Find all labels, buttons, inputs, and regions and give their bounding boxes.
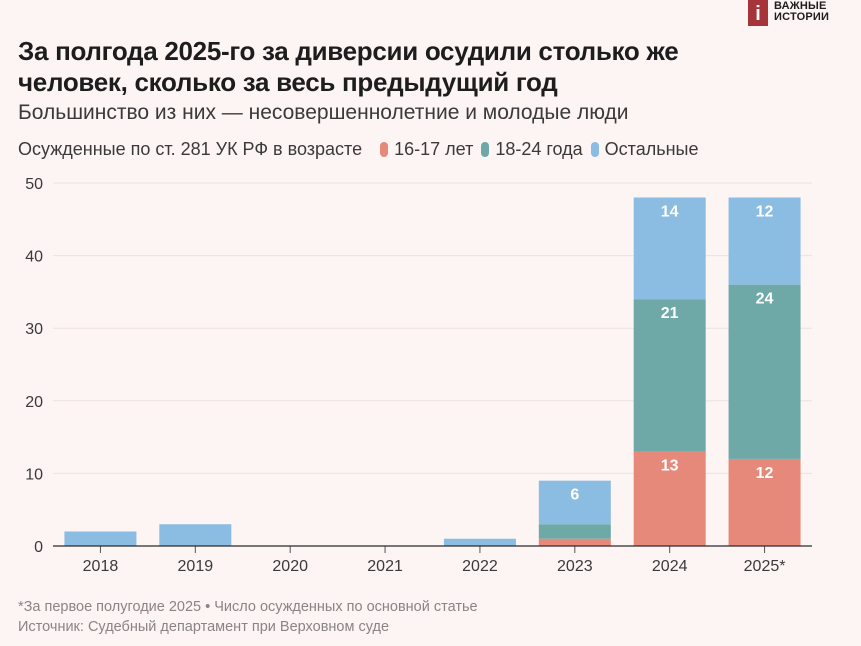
- footnote-source: Источник: Судебный департамент при Верхо…: [18, 619, 390, 635]
- logo-text-line1: ВАЖНЫЕ: [774, 0, 827, 12]
- x-tick-label-2018: 2018: [83, 558, 119, 575]
- y-tick-label-50: 50: [25, 176, 43, 193]
- legend-title: Осужденные по ст. 281 УК РФ в возрасте: [18, 139, 363, 159]
- x-tick-label-2020: 2020: [272, 558, 308, 575]
- data-label-2024-2: 14: [661, 204, 679, 221]
- x-tick-label-2025: 2025*: [744, 558, 786, 575]
- x-tick-label-2024: 2024: [652, 558, 688, 575]
- bar-segment-2023-2: [538, 480, 611, 525]
- chart-subtitle: Большинство из них — несовершеннолетние …: [18, 101, 629, 124]
- legend-label-18-24: 18-24 года: [495, 139, 583, 159]
- stacked-bar-chart: 0 10 20 30 40 50 2018 2019 2020 2021 2022 6 2023 13 21…: [25, 176, 812, 575]
- legend-item-16-17: 16-17 лет: [380, 138, 473, 160]
- legend: Осужденные по ст. 281 УК РФ в возрасте 1…: [18, 138, 698, 160]
- bar-segment-2023-0: [538, 538, 611, 546]
- footnote: *За первое полугодие 2025 • Число осужде…: [18, 597, 478, 637]
- bar-segment-2024-0: [633, 451, 706, 546]
- bar-segment-2022-2: [443, 538, 516, 546]
- legend-label-16-17: 16-17 лет: [394, 139, 474, 159]
- legend-swatch-16-17: [380, 141, 389, 157]
- x-tick-label-2019: 2019: [178, 558, 214, 575]
- legend-label-others: Остальные: [604, 139, 699, 159]
- y-tick-label-0: 0: [34, 539, 43, 556]
- legend-swatch-others: [590, 141, 599, 157]
- bar-segment-2023-1: [538, 524, 611, 539]
- bar-segment-2025-1: [728, 284, 801, 459]
- bar-segment-2025-0: [728, 458, 801, 546]
- y-tick-label-10: 10: [25, 466, 43, 483]
- bar-segment-2025-2: [728, 197, 801, 285]
- x-tick-label-2023: 2023: [557, 558, 593, 575]
- bar-segment-2019-2: [159, 524, 232, 546]
- legend-item-18-24: 18-24 года: [481, 138, 583, 160]
- chart-title-line2: человек, сколько за весь предыдущий год: [18, 67, 558, 97]
- y-tick-label-30: 30: [25, 321, 43, 338]
- data-label-2024-1: 21: [661, 305, 679, 322]
- data-label-2024-0: 13: [661, 458, 679, 475]
- logo-text-line2: ИСТОРИИ: [774, 11, 830, 23]
- y-tick-label-40: 40: [25, 249, 43, 266]
- legend-swatch-18-24: [481, 141, 490, 157]
- data-label-2025-0: 12: [756, 465, 774, 482]
- data-label-2023-2: 6: [570, 487, 579, 504]
- bar-segment-2024-2: [633, 197, 706, 300]
- chart-title-line1: За полгода 2025-го за диверсии осудили с…: [18, 36, 679, 66]
- bar-segment-2018-2: [64, 531, 137, 546]
- data-label-2025-1: 24: [756, 291, 774, 308]
- x-tick-label-2022: 2022: [462, 558, 498, 575]
- bar-segment-2024-1: [633, 299, 706, 452]
- chart-title: За полгода 2025-го за диверсии осудили с…: [18, 36, 848, 98]
- brand-logo: i ВАЖНЫЕ ИСТОРИИ: [748, 0, 829, 26]
- logo-text: ВАЖНЫЕ ИСТОРИИ: [774, 0, 829, 23]
- logo-mark-icon: i: [748, 0, 768, 26]
- legend-item-others: Остальные: [590, 138, 699, 160]
- data-label-2025-2: 12: [756, 204, 774, 221]
- y-tick-label-20: 20: [25, 394, 43, 411]
- footnote-note: *За первое полугодие 2025 • Число осужде…: [18, 599, 478, 615]
- x-tick-label-2021: 2021: [367, 558, 403, 575]
